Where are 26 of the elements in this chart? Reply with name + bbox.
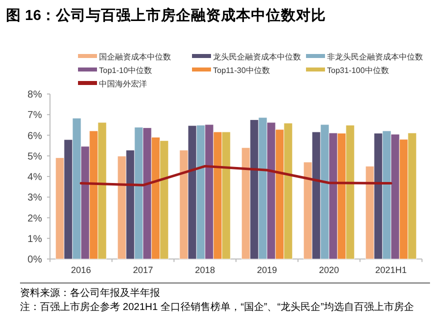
y-tick-label: 0% bbox=[28, 254, 42, 266]
legend-label: Top31-100中位数 bbox=[327, 66, 389, 75]
x-tick-label: 2016 bbox=[70, 265, 92, 275]
x-tick-label: 2019 bbox=[256, 265, 278, 275]
y-tick-label: 7% bbox=[28, 110, 42, 122]
x-tick-label: 2020 bbox=[318, 265, 340, 275]
y-tick-label: 8% bbox=[28, 90, 42, 100]
legend-label: Top1-10中位数 bbox=[99, 66, 152, 75]
x-tick-label: 2017 bbox=[132, 265, 154, 275]
y-tick-label: 5% bbox=[28, 151, 42, 162]
line-series bbox=[80, 164, 392, 186]
legend-label: 国企融资成本中位数 bbox=[99, 52, 171, 62]
text: 资料来源：各公司年报及半年报 bbox=[20, 287, 160, 299]
y-tick-label: 6% bbox=[28, 130, 42, 142]
chart-title: 图 16：公司与百强上市房企融资成本中位数对比 bbox=[6, 6, 326, 24]
x-tick-label: 2018 bbox=[194, 265, 216, 275]
legend-label: 龙头民企融资成本中位数 bbox=[213, 52, 301, 62]
y-tick-label: 1% bbox=[28, 234, 42, 245]
legend-label: Top11-30中位数 bbox=[213, 66, 270, 75]
y-tick-label: 3% bbox=[28, 192, 42, 204]
legend-label: 中国海外宏洋 bbox=[99, 80, 147, 88]
text: 注：百强上市房企参考 2021H1 全口径销售榜单，“国企”、“龙头民企”均选自百强上市房企 bbox=[20, 301, 414, 313]
legend-label: 非龙头民企融资成本中位数 bbox=[327, 52, 423, 62]
y-tick-label: 4% bbox=[28, 172, 42, 183]
x-tick-label: 2021H1 bbox=[375, 265, 407, 275]
y-tick-label: 2% bbox=[28, 213, 42, 224]
